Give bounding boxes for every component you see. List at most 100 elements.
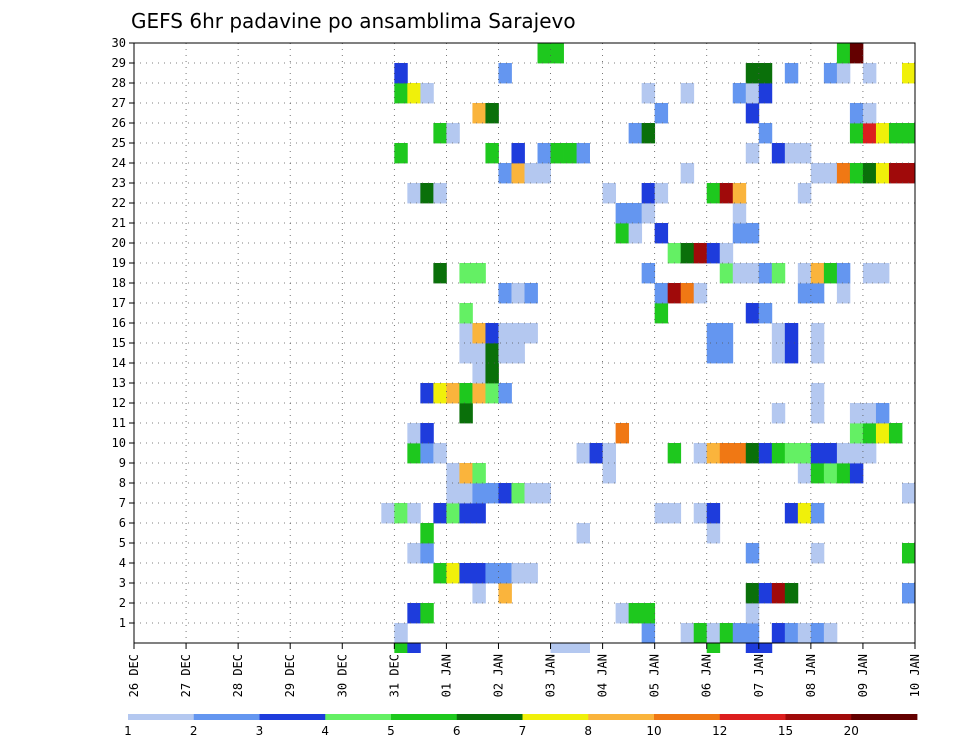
chart-title: GEFS 6hr padavine po ansamblima Sarajevo [131,9,576,33]
y-tick-label: 17 [112,296,126,310]
colorbar-swatch [785,714,852,720]
y-tick-label: 5 [119,536,126,550]
y-tick-label: 2 [119,596,126,610]
heatmap-cell [472,103,486,124]
heatmap-cell [849,423,864,444]
heatmap-cell [472,263,486,284]
heatmap-cell [615,603,630,624]
y-tick-label: 7 [119,496,126,510]
heatmap-cell [745,583,760,604]
heatmap-cell [849,43,864,64]
heatmap-cell [485,323,499,344]
heatmap-cell [862,63,877,84]
heatmap-cell [758,123,773,144]
x-tick-label: 09 JAN [856,654,870,697]
heatmap-cell [654,503,669,524]
heatmap-cell [823,443,838,464]
heatmap-cell [836,43,851,64]
colorbar-label: 12 [712,724,727,738]
colorbar-swatch [325,714,392,720]
heatmap-cell [589,443,603,464]
heatmap-cell [823,623,838,644]
heatmap-cell [420,523,434,544]
heatmap-cell [550,643,564,653]
heatmap-cell [784,623,799,644]
heatmap-cell [641,123,656,144]
heatmap-cell [875,163,890,184]
heatmap-cell [472,503,486,524]
colorbar-swatch [193,714,260,720]
heatmap-cell [784,503,799,524]
heatmap-cell [797,143,812,164]
y-tick-label: 18 [112,276,126,290]
heatmap-cell [901,63,916,84]
heatmap-cell [745,643,760,653]
heatmap-cell [654,103,669,124]
y-tick-label: 4 [119,556,126,570]
heatmap-cell [797,623,812,644]
heatmap-cell [459,463,473,484]
heatmap-cell [641,203,656,224]
heatmap-cell [823,463,838,484]
heatmap-cell [511,323,525,344]
heatmap-cell [732,203,747,224]
heatmap-cell [862,263,877,284]
grid-lines [134,43,915,643]
heatmap-cell [849,463,864,484]
heatmap-cell [745,143,760,164]
colorbar-label: 7 [519,724,527,738]
heatmap-cell [745,443,760,464]
heatmap-cell [576,143,590,164]
heatmap-cell [849,163,864,184]
heatmap-cell [459,303,473,324]
heatmap-cell [459,563,473,584]
heatmap-cell [745,543,760,564]
heatmap-cell [420,423,434,444]
heatmap-cell [407,543,421,564]
heatmap-cell [498,323,512,344]
colorbar-swatch [391,714,458,720]
heatmap-cell [511,343,525,364]
y-axis-ticks: 1234567891011121314151617181920212223242… [112,36,134,630]
heatmap-cell [511,283,525,304]
heatmap-cell [875,403,890,424]
heatmap-cell [511,563,525,584]
heatmap-cell [524,163,538,184]
heatmap-cell [485,383,499,404]
heatmap-cell [550,143,564,164]
colorbar: 1 2 3 4 5 6 7 8 10 12 15 20 [124,714,918,738]
heatmap-cell [719,343,734,364]
heatmap-cell [654,303,669,324]
heatmap-cell [459,483,473,504]
heatmap-cell [602,183,617,204]
x-tick-label: 26 DEC [127,654,141,697]
heatmap-cell [784,143,799,164]
heatmap-cell [641,623,656,644]
colorbar-swatch [259,714,326,720]
heatmap-cell [485,103,499,124]
heatmap-cell [537,143,551,164]
heatmap-cell [433,503,447,524]
heatmap-cell [641,183,656,204]
heatmap-cell [498,163,512,184]
y-tick-label: 28 [112,76,126,90]
heatmap-cell [836,63,851,84]
heatmap-cell [771,343,786,364]
heatmap-cell [797,463,812,484]
heatmap-cell [758,643,773,653]
heatmap-cell [394,623,408,644]
heatmap-cell [576,443,590,464]
precipitation-cells [381,43,916,653]
heatmap-cell [459,263,473,284]
heatmap-cell [472,463,486,484]
heatmap-cell [394,503,408,524]
heatmap-cell [511,483,525,504]
heatmap-cell [810,443,825,464]
heatmap-cell [667,443,682,464]
heatmap-cell [602,463,617,484]
heatmap-cell [654,283,669,304]
heatmap-cell [797,503,812,524]
heatmap-cell [459,323,473,344]
heatmap-cell [849,403,864,424]
heatmap-cell [615,223,630,244]
